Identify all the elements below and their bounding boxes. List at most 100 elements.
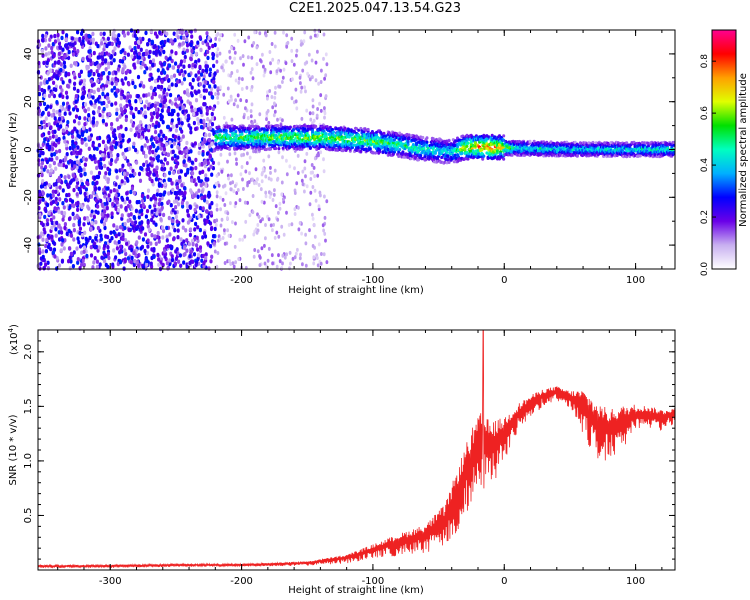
spectrogram-cell — [300, 178, 304, 183]
spectrogram-cell — [285, 252, 288, 257]
spectrogram-cell — [192, 120, 196, 126]
spectrogram-cell — [230, 60, 234, 65]
spectrogram-cell — [244, 130, 248, 134]
spectrogram-cell — [253, 30, 257, 35]
spectrogram-cell — [165, 142, 169, 147]
spectrogram-cell — [249, 88, 253, 93]
spectrogram-cell — [100, 41, 104, 46]
spectrogram-cell — [294, 99, 298, 104]
spectrogram-cell — [134, 220, 138, 225]
spectrogram-cell — [322, 228, 325, 233]
spectrogram-cell — [293, 191, 297, 195]
spectrogram-cell — [94, 186, 98, 191]
spectrogram-cell — [275, 69, 279, 74]
spectrogram-cell — [46, 202, 50, 208]
spectrogram-cell — [65, 231, 69, 237]
spectrogram-cell — [69, 63, 73, 68]
spectrogram-cell — [184, 228, 188, 233]
spectrogram-cell — [67, 216, 72, 222]
spectrogram-cell — [174, 51, 178, 56]
spectrogram-cell — [64, 90, 69, 96]
spectrogram-cell — [151, 62, 155, 67]
spectrogram-cell — [48, 37, 52, 42]
spectrogram-cell — [237, 80, 241, 85]
spectrogram-cell — [273, 91, 277, 95]
spectrogram-cell — [161, 262, 165, 268]
spectrogram-cell — [50, 234, 54, 239]
spectrogram-cell — [75, 37, 79, 42]
spectrogram-cell — [266, 96, 269, 101]
spectrogram-cell — [160, 166, 164, 172]
spectrogram-cell — [185, 48, 189, 53]
spectrogram-cell — [124, 76, 128, 81]
spectrogram-cell — [209, 226, 214, 232]
spectrogram-cell — [60, 77, 64, 82]
spectrogram-cell — [162, 49, 166, 55]
spectrogram-cell — [249, 114, 253, 119]
spectrogram-cell — [75, 246, 79, 251]
spectrogram-cell — [59, 248, 63, 253]
spectrogram-cell — [299, 81, 302, 86]
spectrogram-cell — [322, 56, 325, 61]
spectrogram-cell — [72, 119, 77, 124]
spectrogram-cell — [407, 133, 411, 137]
spectrogram-cell — [255, 180, 258, 185]
spectrogram-cell — [160, 142, 164, 147]
spectrogram-cell — [150, 95, 154, 100]
spectrogram-cell — [220, 65, 224, 70]
spectrogram-cell — [255, 230, 259, 235]
spectrogram-cell — [235, 191, 239, 195]
spectrogram-cell — [135, 240, 139, 245]
spectrogram-cell — [72, 228, 76, 233]
spectrogram-cell — [194, 262, 198, 268]
spectrogram-cell — [194, 221, 198, 227]
spectrogram-cell — [101, 87, 105, 92]
spectrogram-cell — [88, 54, 92, 59]
spectrogram-cell — [166, 244, 170, 249]
spectrogram-cell — [63, 139, 67, 144]
spectrogram-cell — [296, 171, 300, 175]
spectrogram-cell — [50, 46, 54, 51]
spectrogram-cell — [292, 128, 296, 132]
spectrogram-cell — [55, 220, 59, 226]
spectrogram-cell — [276, 217, 280, 222]
spectrogram-cell — [186, 167, 190, 173]
spectrogram-cell — [40, 221, 44, 226]
spectrogram-cell — [179, 96, 183, 101]
spectrogram-cell — [140, 166, 144, 171]
spectrogram-cell — [319, 261, 323, 266]
spectrogram-cell — [62, 60, 66, 65]
spectrogram-cell — [87, 146, 91, 151]
spectrogram-cell — [261, 167, 265, 172]
spectrogram-cell — [252, 41, 256, 45]
spectrogram-cell — [172, 237, 176, 242]
spectrogram-cell — [157, 257, 161, 262]
spectrogram-cell — [57, 162, 61, 167]
spectrogram-cell — [151, 122, 155, 128]
spectrogram-cell — [97, 72, 101, 78]
spectrogram-cell — [68, 111, 72, 116]
spectrogram-cell — [274, 204, 278, 209]
spectrogram-cell — [137, 110, 141, 115]
spectrogram-cell — [305, 108, 309, 113]
spectrogram-cell — [100, 101, 104, 106]
spectrogram-cell — [47, 122, 51, 127]
spectrogram-cell — [119, 124, 123, 129]
spectrogram-cell — [97, 106, 101, 111]
spectrogram-cell — [305, 151, 309, 156]
spectrogram-cell — [145, 99, 149, 105]
spectrogram-cell — [115, 246, 119, 251]
spectrogram-cell — [185, 43, 190, 48]
spectrogram-cell — [155, 139, 159, 144]
spectrogram-cell — [324, 73, 328, 78]
spectrogram-cell — [115, 141, 119, 146]
spectrogram-cell — [80, 131, 84, 137]
spectrogram-cell — [55, 123, 60, 128]
spectrogram-cell — [96, 204, 100, 209]
spectrogram-cell — [190, 190, 194, 195]
spectrogram-cell — [106, 213, 110, 218]
spectrogram-cell — [76, 30, 80, 35]
spectrogram-cell — [205, 42, 209, 47]
spectrogram-cell — [97, 245, 101, 250]
